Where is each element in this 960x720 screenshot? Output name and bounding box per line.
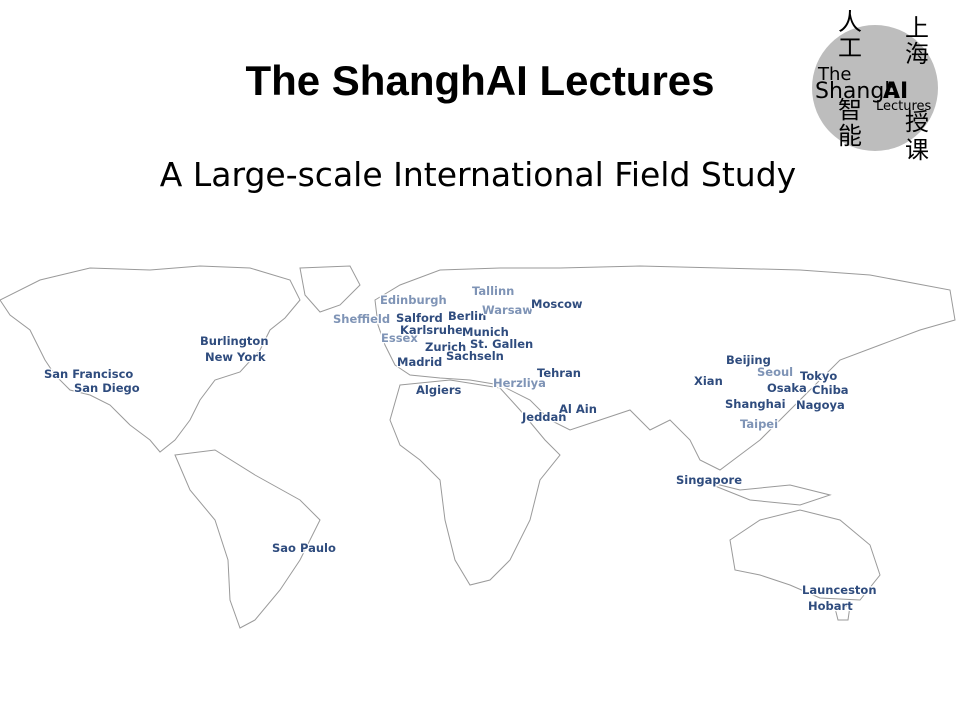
city-label: Shanghai — [725, 397, 786, 411]
city-label: Beijing — [726, 353, 771, 367]
logo-ai: AI — [883, 79, 908, 104]
city-label: Hobart — [808, 599, 853, 613]
logo-char: 能 — [838, 122, 862, 150]
city-label: Herzliya — [493, 376, 546, 390]
city-label: Moscow — [531, 297, 583, 311]
greenland — [299, 265, 361, 313]
city-label: Burlington — [200, 334, 269, 348]
north-america — [0, 265, 301, 453]
title: The ShanghAI Lectures — [245, 57, 714, 104]
city-label: Chiba — [812, 383, 849, 397]
city-label: Zurich — [425, 340, 466, 354]
city-label: Jeddah — [521, 410, 567, 424]
city-label: Al Ain — [559, 402, 597, 416]
city-label: Sheffield — [333, 312, 390, 326]
indonesia — [699, 479, 832, 506]
city-label: Salford — [396, 311, 443, 325]
city-label: St. Gallen — [470, 337, 533, 351]
logo-char: 工 — [838, 34, 862, 62]
city-label: San Francisco — [44, 367, 133, 381]
city-label: New York — [205, 350, 266, 364]
logo-char: 课 — [905, 136, 929, 164]
world-map — [0, 265, 956, 629]
south-america — [174, 449, 321, 629]
city-label: Singapore — [676, 473, 742, 487]
logo-shangh: Shangh — [815, 79, 898, 104]
logo-char: 人 — [838, 8, 862, 36]
city-label: Madrid — [397, 355, 442, 369]
logo-char: 上 — [905, 14, 929, 42]
city-label: Seoul — [757, 365, 793, 379]
city-label: Xian — [694, 374, 723, 388]
logo-char: 海 — [905, 40, 929, 68]
logo-circle — [812, 25, 938, 151]
city-label: Algiers — [416, 383, 461, 397]
city-label: Munich — [462, 325, 509, 339]
city-label: Tokyo — [800, 369, 837, 383]
subtitle: A Large-scale International Field Study — [160, 155, 796, 194]
city-label: Karlsruhe — [400, 323, 463, 337]
tasmania — [834, 605, 851, 621]
city-label: Tallinn — [472, 284, 514, 298]
city-label: Essex — [381, 331, 418, 345]
logo-char: 智 — [838, 96, 862, 124]
city-label: Warsaw — [482, 303, 533, 317]
logo-lectures: Lectures — [876, 99, 932, 114]
australia — [729, 509, 881, 601]
city-label: San Diego — [74, 381, 140, 395]
city-label: Sachseln — [446, 349, 504, 363]
africa — [389, 379, 561, 586]
logo-the: The — [817, 64, 851, 85]
city-label: Tehran — [537, 366, 581, 380]
city-label: Berlin — [448, 309, 486, 323]
logo-char: 授 — [905, 108, 929, 136]
city-label: Taipei — [740, 417, 778, 431]
city-label: Edinburgh — [380, 293, 447, 307]
eurasia — [374, 265, 956, 471]
city-label: Nagoya — [796, 398, 845, 412]
city-label: Launceston — [802, 583, 877, 597]
city-label: Osaka — [767, 381, 807, 395]
city-label: Sao Paulo — [272, 541, 336, 555]
